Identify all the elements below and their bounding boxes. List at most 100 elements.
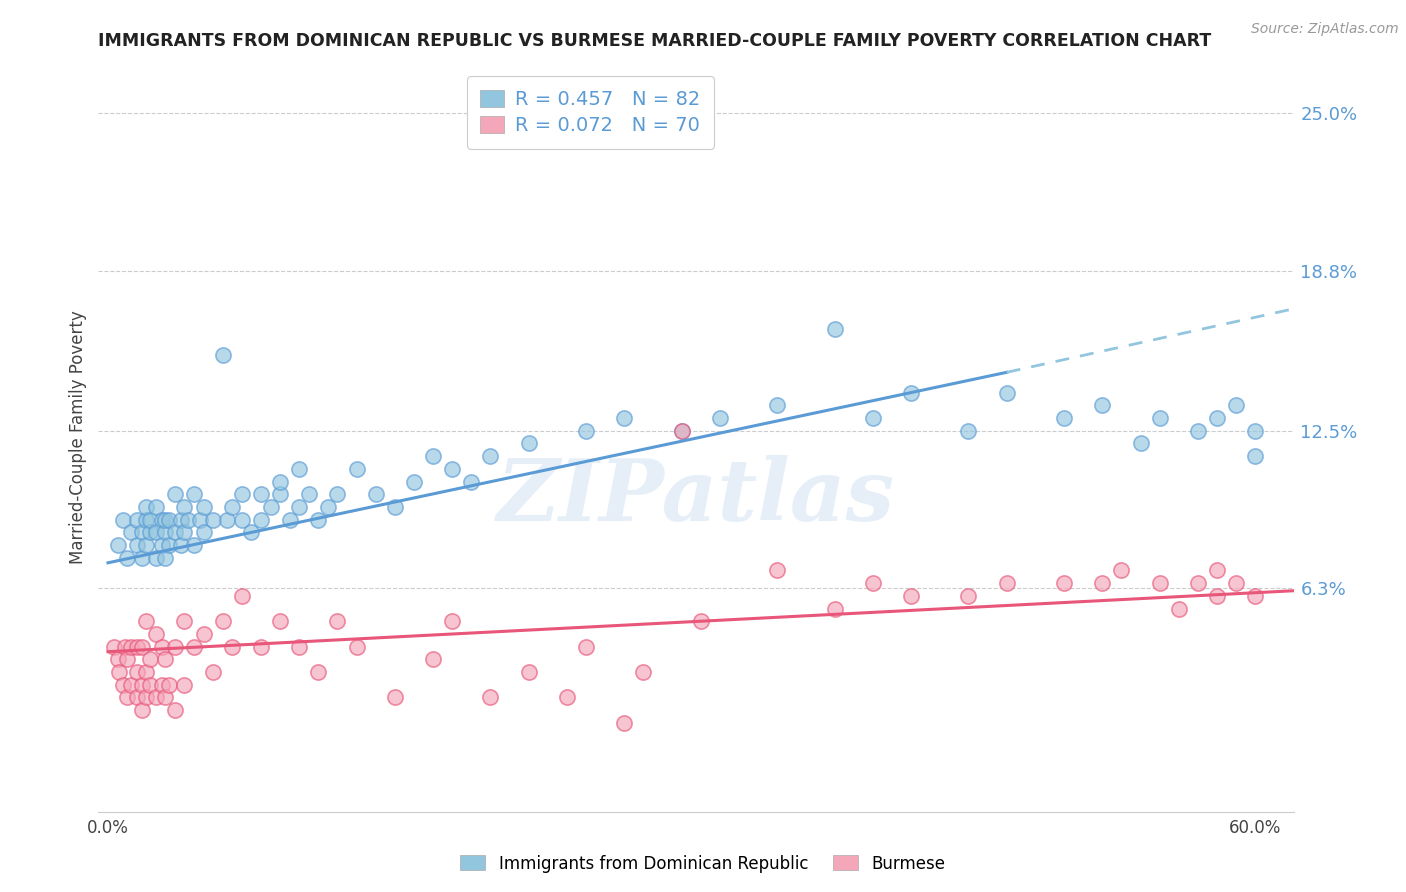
Point (1244, 589, 1267, 603)
Point (211, 347, 233, 361)
Point (307, 513, 329, 527)
Point (125, 690, 148, 705)
Point (120, 640, 142, 654)
Point (900, 385, 922, 400)
Point (145, 525, 167, 540)
Point (107, 652, 129, 666)
Y-axis label: Married-Couple Family Poverty: Married-Couple Family Poverty (69, 310, 87, 564)
Point (824, 601, 846, 615)
Point (163, 525, 186, 540)
Point (995, 385, 1018, 400)
Point (155, 513, 177, 527)
Point (183, 487, 205, 501)
Point (115, 652, 138, 666)
Point (479, 690, 502, 705)
Point (125, 665, 148, 679)
Point (689, 614, 711, 628)
Point (114, 640, 136, 654)
Point (384, 690, 406, 705)
Point (269, 487, 291, 501)
Point (316, 500, 339, 514)
Point (269, 614, 291, 628)
Point (150, 640, 173, 654)
Point (115, 550, 138, 565)
Point (633, 665, 655, 679)
Point (177, 513, 200, 527)
Point (613, 411, 636, 425)
Point (422, 449, 444, 463)
Point (402, 475, 425, 489)
Point (709, 411, 731, 425)
Point (157, 538, 180, 552)
Point (957, 424, 980, 438)
Point (145, 690, 167, 705)
Point (517, 665, 540, 679)
Point (125, 538, 148, 552)
Point (135, 690, 157, 705)
Point (824, 322, 846, 336)
Point (120, 678, 142, 692)
Point (135, 665, 157, 679)
Text: Source: ZipAtlas.com: Source: ZipAtlas.com (1251, 22, 1399, 37)
Point (613, 715, 636, 730)
Point (155, 652, 177, 666)
Point (441, 614, 464, 628)
Point (671, 424, 693, 438)
Point (441, 462, 464, 476)
Point (957, 589, 980, 603)
Point (115, 690, 138, 705)
Point (479, 449, 502, 463)
Point (131, 640, 153, 654)
Point (231, 513, 253, 527)
Point (1053, 411, 1076, 425)
Point (183, 538, 205, 552)
Point (163, 703, 186, 717)
Point (155, 525, 177, 540)
Point (1244, 424, 1267, 438)
Point (862, 576, 884, 591)
Legend: R = 0.457   N = 82, R = 0.072   N = 70: R = 0.457 N = 82, R = 0.072 N = 70 (467, 76, 714, 149)
Point (1167, 601, 1189, 615)
Text: IMMIGRANTS FROM DOMINICAN REPUBLIC VS BURMESE MARRIED-COUPLE FAMILY POVERTY CORR: IMMIGRANTS FROM DOMINICAN REPUBLIC VS BU… (98, 32, 1212, 50)
Point (671, 424, 693, 438)
Point (298, 487, 321, 501)
Point (221, 640, 243, 654)
Point (231, 589, 253, 603)
Point (155, 690, 177, 705)
Point (112, 678, 135, 692)
Point (862, 411, 884, 425)
Point (1091, 576, 1114, 591)
Point (900, 589, 922, 603)
Point (1187, 424, 1209, 438)
Point (135, 538, 157, 552)
Point (173, 614, 195, 628)
Point (1187, 576, 1209, 591)
Point (766, 563, 789, 577)
Point (193, 525, 215, 540)
Point (131, 678, 153, 692)
Point (221, 500, 243, 514)
Point (163, 640, 186, 654)
Point (120, 525, 142, 540)
Point (211, 614, 233, 628)
Point (995, 576, 1018, 591)
Point (169, 513, 191, 527)
Point (307, 665, 329, 679)
Point (202, 665, 225, 679)
Point (575, 640, 598, 654)
Point (1129, 436, 1152, 450)
Point (575, 424, 598, 438)
Point (1149, 411, 1171, 425)
Point (131, 703, 153, 717)
Point (139, 513, 162, 527)
Point (150, 678, 173, 692)
Point (269, 475, 291, 489)
Point (150, 538, 173, 552)
Point (326, 487, 349, 501)
Point (173, 500, 195, 514)
Point (193, 500, 215, 514)
Point (135, 500, 157, 514)
Point (131, 525, 153, 540)
Point (250, 487, 273, 501)
Point (1206, 411, 1229, 425)
